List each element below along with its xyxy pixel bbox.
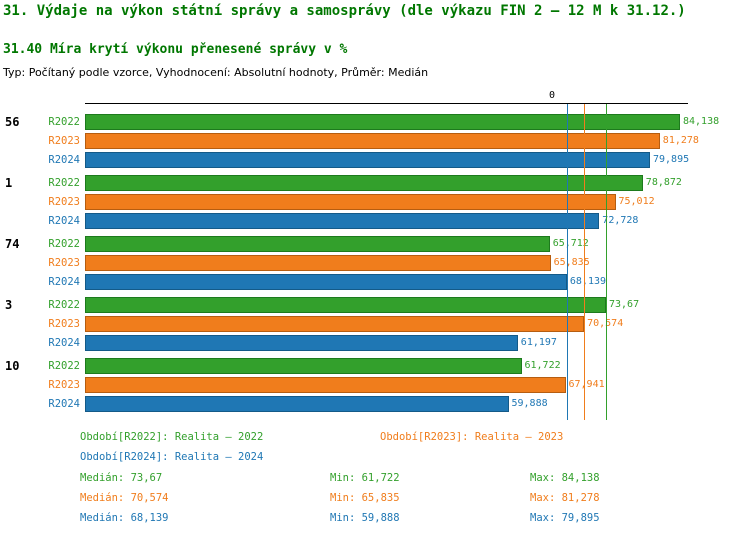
series-label-r2022: R2022	[48, 115, 80, 128]
bar-value-label: 61,722	[524, 360, 561, 371]
bar-r2022	[85, 174, 643, 191]
bar-r2023	[85, 315, 585, 332]
bar-r2024	[85, 273, 567, 290]
bar-value-label: 61,197	[520, 337, 557, 348]
group-label: 56	[5, 114, 20, 129]
stats-row-r2023: Medián: 70,574 Min: 65,835 Max: 81,278	[0, 491, 750, 511]
group-label: 10	[5, 358, 20, 373]
group-label: 1	[5, 175, 13, 190]
bar-value-label: 75,012	[618, 196, 655, 207]
bar-r2022	[85, 357, 522, 374]
bar-value-label: 73,67	[609, 299, 640, 310]
stat-max-r2022: Max: 84,138	[530, 472, 600, 484]
bar-r2022	[85, 235, 550, 252]
chart-row: 56 R2022 84,138	[0, 112, 750, 131]
series-label-r2024: R2024	[48, 275, 80, 288]
bar-value-label: 84,138	[683, 116, 720, 127]
stats-row-r2022: Medián: 73,67 Min: 61,722 Max: 84,138	[0, 471, 750, 491]
top-axis-line	[85, 103, 688, 104]
bar-r2023	[85, 376, 566, 393]
bar-value-label: 67,941	[568, 379, 605, 390]
chart-row: R2024 68,139	[0, 272, 750, 291]
bar-value-label: 68,139	[569, 276, 607, 287]
chart-row: R2024 72,728	[0, 211, 750, 230]
stat-min-r2023: Min: 65,835	[330, 492, 400, 504]
bar-value-label: 72,728	[602, 215, 639, 226]
chart-row: R2024 59,888	[0, 394, 750, 413]
legend-item-r2024: Období[R2024]: Realita – 2024	[80, 451, 264, 463]
bar-value-label: 65,835	[553, 257, 590, 268]
axis-zero-label: 0	[549, 90, 556, 101]
chart-row: R2023 70,574	[0, 314, 750, 333]
stat-median-r2023: Medián: 70,574	[80, 492, 169, 504]
bar-value-label: 65,712	[552, 238, 589, 249]
bar-r2023	[85, 254, 551, 271]
stat-median-r2024: Medián: 68,139	[80, 512, 169, 524]
bar-r2022	[85, 113, 680, 130]
bar-value-label: 59,888	[511, 398, 548, 409]
chart-row: R2023 81,278	[0, 131, 750, 150]
chart-rows: 56 R2022 84,138 R2023 81,278 R2024 79,895 1 R202…	[0, 112, 750, 413]
bar-r2023	[85, 132, 660, 149]
bar-r2022	[85, 296, 606, 313]
series-label-r2022: R2022	[48, 176, 80, 189]
chart-row: 74 R2022 65,712	[0, 234, 750, 253]
bar-chart: 0 56 R2022 84,138 R2023 81,278 R2024 79,895 1 R2…	[0, 90, 750, 423]
bar-r2023	[85, 193, 616, 210]
series-label-r2024: R2024	[48, 397, 80, 410]
bar-value-label: 70,574	[587, 318, 624, 329]
stat-max-r2024: Max: 79,895	[530, 512, 600, 524]
legend-item-r2022: Období[R2022]: Realita – 2022	[80, 431, 264, 443]
legend-item-r2023: Období[R2023]: Realita – 2023	[380, 431, 564, 443]
meta-line: Typ: Počítaný podle vzorce, Vyhodnocení:…	[3, 66, 429, 79]
chart-row: 10 R2022 61,722	[0, 356, 750, 375]
series-label-r2024: R2024	[48, 336, 80, 349]
bar-r2024	[85, 151, 650, 168]
chart-row: 3 R2022 73,67	[0, 295, 750, 314]
chart-row: 1 R2022 78,872	[0, 173, 750, 192]
stat-min-r2024: Min: 59,888	[330, 512, 400, 524]
series-label-r2023: R2023	[48, 256, 80, 269]
series-label-r2023: R2023	[48, 195, 80, 208]
stat-min-r2022: Min: 61,722	[330, 472, 400, 484]
bar-value-label: 79,895	[653, 154, 690, 165]
stat-max-r2023: Max: 81,278	[530, 492, 600, 504]
page-title: 31. Výdaje na výkon státní správy a samo…	[3, 3, 686, 19]
bar-value-label: 78,872	[645, 177, 682, 188]
bar-r2024	[85, 212, 600, 229]
group-label: 3	[5, 297, 13, 312]
series-label-r2022: R2022	[48, 237, 80, 250]
group-label: 74	[5, 236, 20, 251]
chart-row: R2024 79,895	[0, 150, 750, 169]
series-label-r2023: R2023	[48, 134, 80, 147]
bar-value-label: 81,278	[662, 135, 699, 146]
chart-row: R2023 65,835	[0, 253, 750, 272]
series-label-r2024: R2024	[48, 214, 80, 227]
stat-median-r2022: Medián: 73,67	[80, 472, 163, 484]
bar-r2024	[85, 395, 509, 412]
series-label-r2023: R2023	[48, 378, 80, 391]
series-label-r2022: R2022	[48, 298, 80, 311]
indicator-title: 31.40 Míra krytí výkonu přenesené správy…	[3, 42, 348, 57]
stats-row-r2024: Medián: 68,139 Min: 59,888 Max: 79,895	[0, 511, 750, 531]
series-label-r2023: R2023	[48, 317, 80, 330]
chart-row: R2023 67,941	[0, 375, 750, 394]
series-label-r2022: R2022	[48, 359, 80, 372]
series-label-r2024: R2024	[48, 153, 80, 166]
chart-row: R2023 75,012	[0, 192, 750, 211]
chart-row: R2024 61,197	[0, 333, 750, 352]
bar-r2024	[85, 334, 518, 351]
legend: Období[R2022]: Realita – 2022 Období[R20…	[0, 430, 750, 472]
stats-block: Medián: 73,67 Min: 61,722 Max: 84,138 Me…	[0, 471, 750, 531]
